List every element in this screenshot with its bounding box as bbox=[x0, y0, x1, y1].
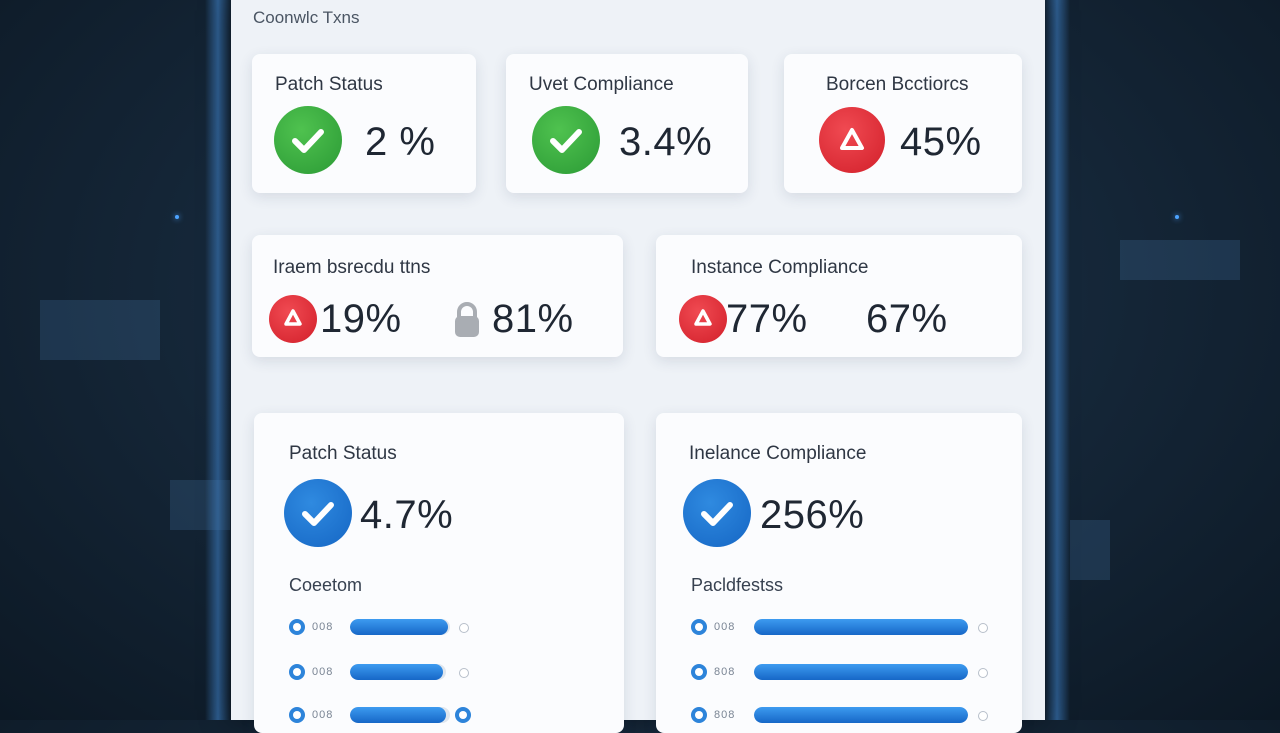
row-label: 008 bbox=[312, 621, 334, 633]
row-label: 008 bbox=[714, 621, 736, 633]
metric-value-a: 77% bbox=[726, 297, 808, 341]
metric-value: 45% bbox=[900, 120, 982, 164]
check-icon bbox=[532, 106, 600, 174]
card-instance-compliance[interactable]: Instance Compliance 77% 67% bbox=[656, 235, 1022, 357]
progress-fill bbox=[350, 619, 448, 635]
bg-block bbox=[1120, 240, 1240, 280]
dashboard-panel: Coonwlc Txns Patch Status 2 % Uvet Compl… bbox=[231, 0, 1045, 733]
card-borcen-bcctiorcs[interactable]: Borcen Bcctiorcs 45% bbox=[784, 54, 1022, 193]
card-title: Instance Compliance bbox=[691, 257, 869, 278]
row-dot-icon bbox=[289, 664, 305, 680]
progress-fill bbox=[350, 707, 446, 723]
progress-fill bbox=[754, 619, 968, 635]
bg-light-dot bbox=[175, 215, 179, 219]
check-icon bbox=[274, 106, 342, 174]
card-title: Uvet Compliance bbox=[529, 74, 674, 95]
row-end-dot bbox=[459, 623, 469, 633]
section-title: Coeetom bbox=[289, 575, 363, 595]
progress-bar bbox=[350, 707, 450, 723]
card-title: Inelance Compliance bbox=[689, 443, 867, 464]
metric-value: 2 % bbox=[365, 120, 436, 164]
card-title: Borcen Bcctiorcs bbox=[826, 74, 969, 95]
row-dot-icon bbox=[289, 707, 305, 723]
metric-value: 3.4% bbox=[619, 120, 713, 164]
progress-bar bbox=[754, 664, 968, 680]
bg-block bbox=[1070, 520, 1110, 580]
right-glow-strip bbox=[1044, 0, 1070, 720]
check-icon bbox=[284, 479, 352, 547]
card-title: Iraem bsrecdu ttns bbox=[273, 257, 431, 278]
metric-value-b: 67% bbox=[866, 297, 948, 341]
alert-icon bbox=[819, 107, 885, 173]
card-inelance-compliance-detail[interactable]: Inelance Compliance 256% Pacldfestss 008… bbox=[656, 413, 1022, 733]
row-dot-icon bbox=[691, 619, 707, 635]
lock-icon bbox=[453, 301, 481, 339]
row-label: 008 bbox=[312, 709, 334, 721]
card-patch-status[interactable]: Patch Status 2 % bbox=[252, 54, 476, 193]
alert-icon bbox=[679, 295, 727, 343]
section-title: Pacldfestss bbox=[691, 575, 784, 595]
progress-bar bbox=[350, 664, 446, 680]
progress-fill bbox=[754, 707, 968, 723]
card-title: Patch Status bbox=[275, 74, 383, 95]
row-dot-icon bbox=[289, 619, 305, 635]
dashboard-title: Coonwlc Txns bbox=[253, 8, 360, 27]
bg-block bbox=[170, 480, 230, 530]
progress-fill bbox=[350, 664, 444, 680]
metric-value: 256% bbox=[760, 493, 865, 537]
progress-fill bbox=[754, 664, 968, 680]
progress-bar bbox=[350, 619, 450, 635]
bg-block bbox=[40, 300, 160, 360]
progress-bar bbox=[754, 707, 968, 723]
progress-bar bbox=[754, 619, 968, 635]
card-title: Patch Status bbox=[289, 443, 397, 464]
row-label: 008 bbox=[312, 666, 334, 678]
alert-icon bbox=[269, 295, 317, 343]
card-patch-status-detail[interactable]: Patch Status 4.7% Coeetom 008 008 008 bbox=[254, 413, 624, 733]
row-label: 808 bbox=[714, 709, 736, 721]
metric-value-b: 81% bbox=[492, 297, 574, 341]
metric-value: 4.7% bbox=[360, 493, 454, 537]
metric-value-a: 19% bbox=[320, 297, 402, 341]
bg-light-dot bbox=[1175, 215, 1179, 219]
row-dot-icon bbox=[691, 664, 707, 680]
card-uvet-compliance[interactable]: Uvet Compliance 3.4% bbox=[506, 54, 748, 193]
row-end-handle[interactable] bbox=[455, 707, 471, 723]
row-end-dot bbox=[978, 623, 988, 633]
row-label: 808 bbox=[714, 666, 736, 678]
left-glow-strip bbox=[205, 0, 231, 720]
row-end-dot bbox=[459, 668, 469, 678]
row-end-dot bbox=[978, 668, 988, 678]
row-dot-icon bbox=[691, 707, 707, 723]
card-iraem-status[interactable]: Iraem bsrecdu ttns 19% 81% bbox=[252, 235, 623, 357]
check-icon bbox=[683, 479, 751, 547]
